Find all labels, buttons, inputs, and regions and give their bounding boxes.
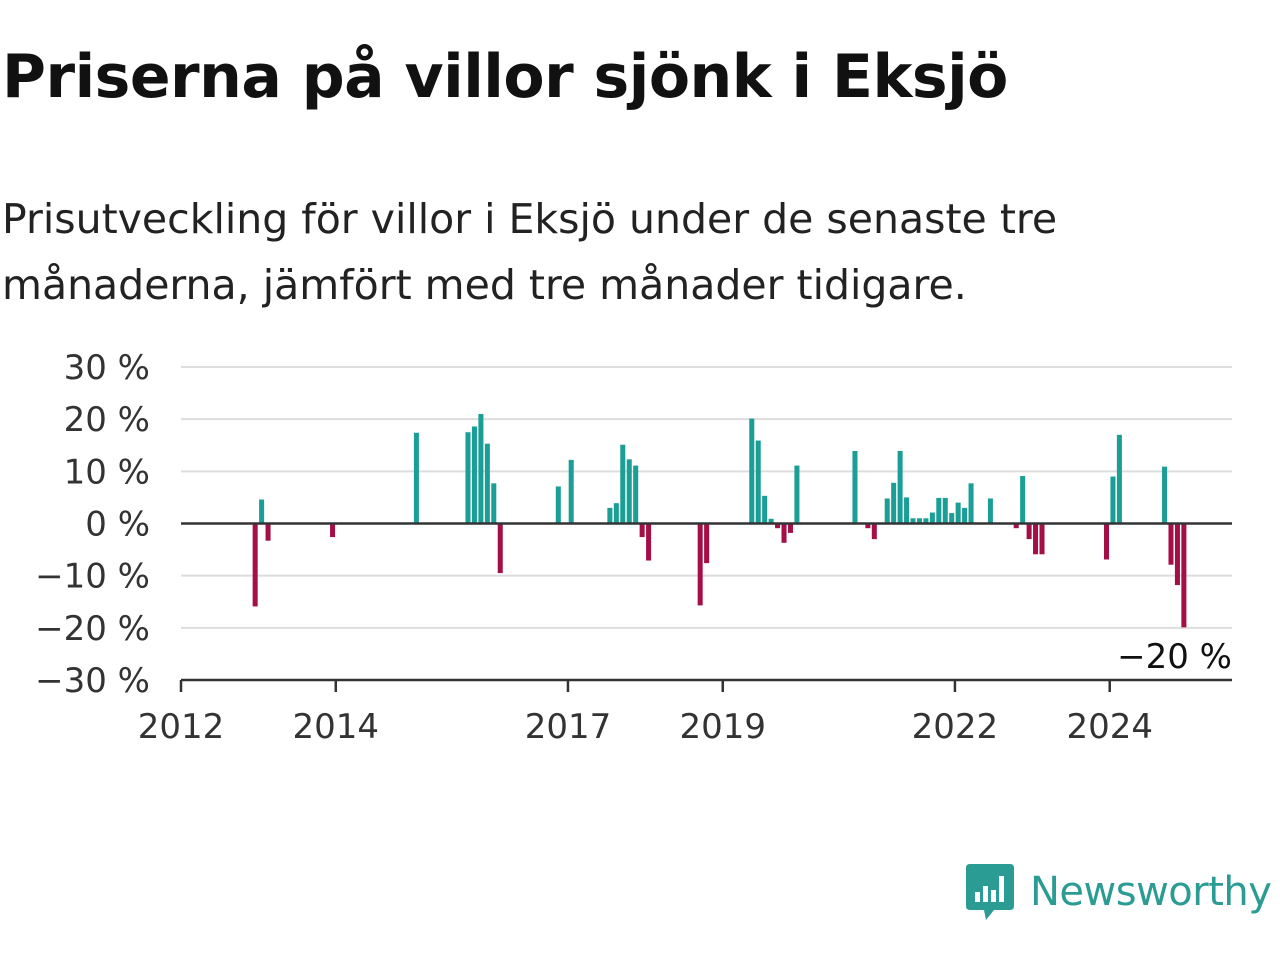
bar [471, 426, 477, 524]
bar [923, 518, 929, 524]
y-tick-label: 0 % [85, 505, 150, 545]
bar [781, 523, 787, 543]
bar [491, 483, 497, 524]
bar [1039, 523, 1045, 555]
x-tick-label: 2019 [679, 707, 766, 747]
bar [555, 486, 561, 524]
bar [613, 503, 619, 524]
bar [871, 523, 877, 540]
bar [1162, 466, 1168, 524]
bar [762, 495, 768, 524]
y-tick-label: 20 % [64, 400, 150, 440]
chart-title: Priserna på villor sjönk i Eksjö [2, 42, 1008, 112]
bar [265, 523, 271, 541]
bar [910, 518, 916, 524]
axes [181, 522, 1232, 682]
bar [916, 518, 922, 524]
bar [1020, 476, 1026, 524]
bar [330, 523, 336, 538]
bar [697, 523, 703, 606]
bar [968, 483, 974, 524]
bar [929, 512, 935, 524]
y-axis-labels: 30 % 20 % 10 % 0 % −10 % −20 % −30 % [35, 348, 150, 701]
grid-lines [181, 366, 1232, 629]
bar [768, 518, 774, 524]
chart-subtitle: Prisutveckling för villor i Eksjö under … [2, 195, 1058, 309]
bar [962, 507, 968, 524]
y-tick-label: −30 % [35, 661, 150, 701]
bar [787, 523, 793, 533]
bar [646, 523, 652, 561]
bar [1013, 523, 1019, 529]
bar [884, 498, 890, 524]
bar [478, 413, 484, 524]
bar [936, 497, 942, 524]
bar [1168, 523, 1174, 565]
bar [484, 443, 490, 524]
bar [607, 507, 613, 524]
bar [620, 444, 626, 524]
bar [568, 459, 574, 524]
bar [955, 502, 961, 524]
last-value-label: −20 % [1117, 637, 1232, 677]
x-tick-label: 2022 [912, 707, 999, 747]
x-tick-label: 2014 [293, 707, 380, 747]
bar [749, 418, 755, 524]
x-axis-labels: 2012 2014 2017 2019 2022 2024 [138, 680, 1153, 747]
bar [897, 450, 903, 524]
brand-name: Newsworthy [1030, 869, 1272, 915]
bar [987, 498, 993, 524]
bar [413, 432, 419, 524]
bar [639, 523, 645, 538]
bar [497, 523, 503, 574]
bar [704, 523, 710, 564]
y-tick-label: 10 % [64, 452, 150, 492]
bar [1181, 523, 1187, 628]
bar [949, 513, 955, 524]
bar [852, 450, 858, 524]
bar [904, 497, 910, 524]
bar [633, 465, 639, 524]
x-tick-label: 2017 [525, 707, 612, 747]
x-tick-label: 2024 [1066, 707, 1153, 747]
newsworthy-logo: Newsworthy [964, 862, 1272, 922]
bar [1110, 476, 1116, 524]
bar [1103, 523, 1110, 560]
newsworthy-logo-icon [966, 864, 1014, 920]
bar [865, 523, 871, 529]
bar [1026, 523, 1032, 540]
bar [1033, 523, 1039, 555]
bar [1116, 434, 1122, 524]
bar [1174, 523, 1180, 586]
bars [252, 413, 1187, 628]
x-tick-label: 2012 [138, 707, 225, 747]
bar [259, 499, 265, 524]
y-tick-label: −10 % [35, 557, 150, 597]
bar [755, 440, 761, 524]
y-tick-label: −20 % [35, 609, 150, 649]
bar [465, 432, 471, 524]
bar [942, 497, 948, 524]
bar [794, 465, 800, 524]
bar-chart: 30 %20 %10 %0 %−10 %−20 %−30 % 2012 2014 2… [35, 348, 1232, 747]
bar [775, 523, 781, 529]
bar [252, 523, 258, 607]
bar [626, 459, 632, 524]
y-tick-label: 30 % [64, 348, 150, 388]
bar [891, 482, 897, 524]
